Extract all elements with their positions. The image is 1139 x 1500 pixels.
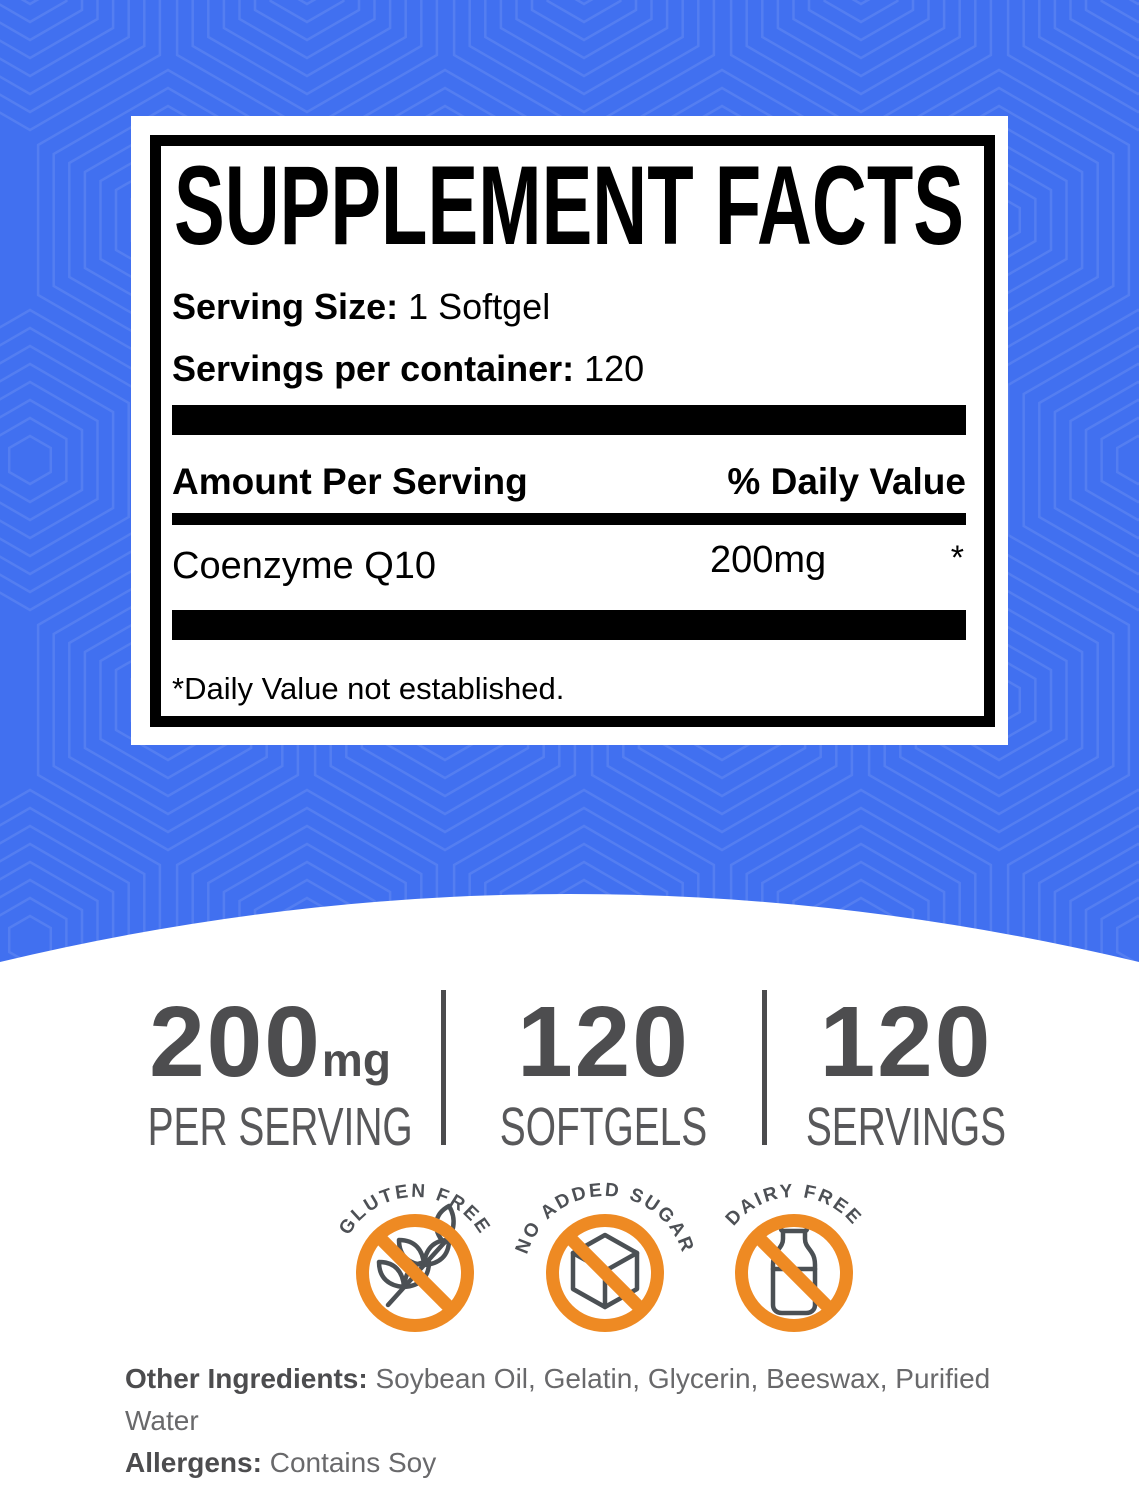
other-ingredients-value: Soybean Oil, Gelatin, Glycerin, Beeswax,… [125, 1363, 991, 1436]
facts-title-text: SUPPLEMENT FACTS [174, 160, 964, 258]
stat-softgels: 120 SOFTGELS [441, 992, 766, 1154]
gluten-free-badge: GLUTEN FREE [335, 1181, 495, 1332]
other-ingredients-line: Other Ingredients: Soybean Oil, Gelatin,… [125, 1358, 1045, 1442]
stat-per-serving-value: 200mg [100, 992, 440, 1092]
thick-divider-bar-bottom [172, 610, 966, 640]
stat-per-serving-label: PER SERVING [147, 1097, 413, 1157]
dairy-free-badge: DAIRY FREE [722, 1181, 864, 1332]
facts-title: SUPPLEMENT FACTS [174, 160, 964, 258]
allergens-line: Allergens: Contains Soy [125, 1442, 1045, 1484]
prohibition-slash [560, 1228, 650, 1318]
prohibition-ring [546, 1214, 664, 1332]
prohibition-slash [370, 1228, 460, 1318]
stat-servings-value: 120 [766, 992, 1046, 1092]
ingredient-row: Coenzyme Q10 200mg * [172, 539, 966, 588]
stat-servings: 120 SERVINGS [766, 992, 1046, 1154]
no-added-sugar-badge: NO ADDED SUGAR [512, 1180, 696, 1332]
gluten-free-arc-label: GLUTEN FREE [335, 1181, 495, 1239]
stat-divider [441, 990, 446, 1145]
stat-unit: mg [321, 1034, 391, 1086]
prohibition-slash [749, 1228, 839, 1318]
ingredient-daily-value: * [950, 539, 964, 577]
thin-divider-bar [172, 513, 966, 525]
stat-divider [762, 990, 767, 1145]
stat-value: 120 [517, 986, 690, 1098]
stat-value: 200 [149, 986, 322, 1098]
servings-per-container-value: 120 [584, 348, 645, 389]
daily-value-header: % Daily Value [727, 461, 966, 502]
ingredient-amount: 200mg [710, 539, 827, 581]
serving-size-value: 1 Softgel [408, 286, 551, 327]
serving-size-line: Serving Size: 1 Softgel [172, 285, 966, 329]
servings-per-container-label: Servings per container: [172, 348, 575, 389]
prohibition-ring [356, 1214, 474, 1332]
allergens-value: Contains Soy [269, 1447, 437, 1478]
stat-softgels-value: 120 [441, 992, 766, 1092]
footer-ingredients-block: Other Ingredients: Soybean Oil, Gelatin,… [125, 1358, 1045, 1484]
stat-servings-label: SERVINGS [805, 1097, 1007, 1157]
serving-size-label: Serving Size: [172, 286, 399, 327]
daily-value-footnote: *Daily Value not established. [172, 671, 565, 706]
stat-per-serving: 200mg PER SERVING [100, 992, 440, 1154]
servings-per-container-line: Servings per container: 120 [172, 347, 966, 391]
column-headers-row: Amount Per Serving % Daily Value [172, 462, 966, 502]
stat-value: 120 [819, 986, 993, 1098]
allergens-label: Allergens: [125, 1447, 262, 1478]
ingredient-name: Coenzyme Q10 [172, 545, 437, 587]
other-ingredients-label: Other Ingredients: [125, 1363, 368, 1394]
stat-softgels-label: SOFTGELS [499, 1097, 708, 1157]
prohibition-ring [735, 1214, 853, 1332]
supplement-facts-panel: SUPPLEMENT FACTS Serving Size: 1 Softgel… [131, 116, 1008, 745]
amount-per-serving-header: Amount Per Serving [172, 461, 528, 502]
thick-divider-bar-top [172, 405, 966, 435]
facts-panel-border [150, 135, 995, 727]
